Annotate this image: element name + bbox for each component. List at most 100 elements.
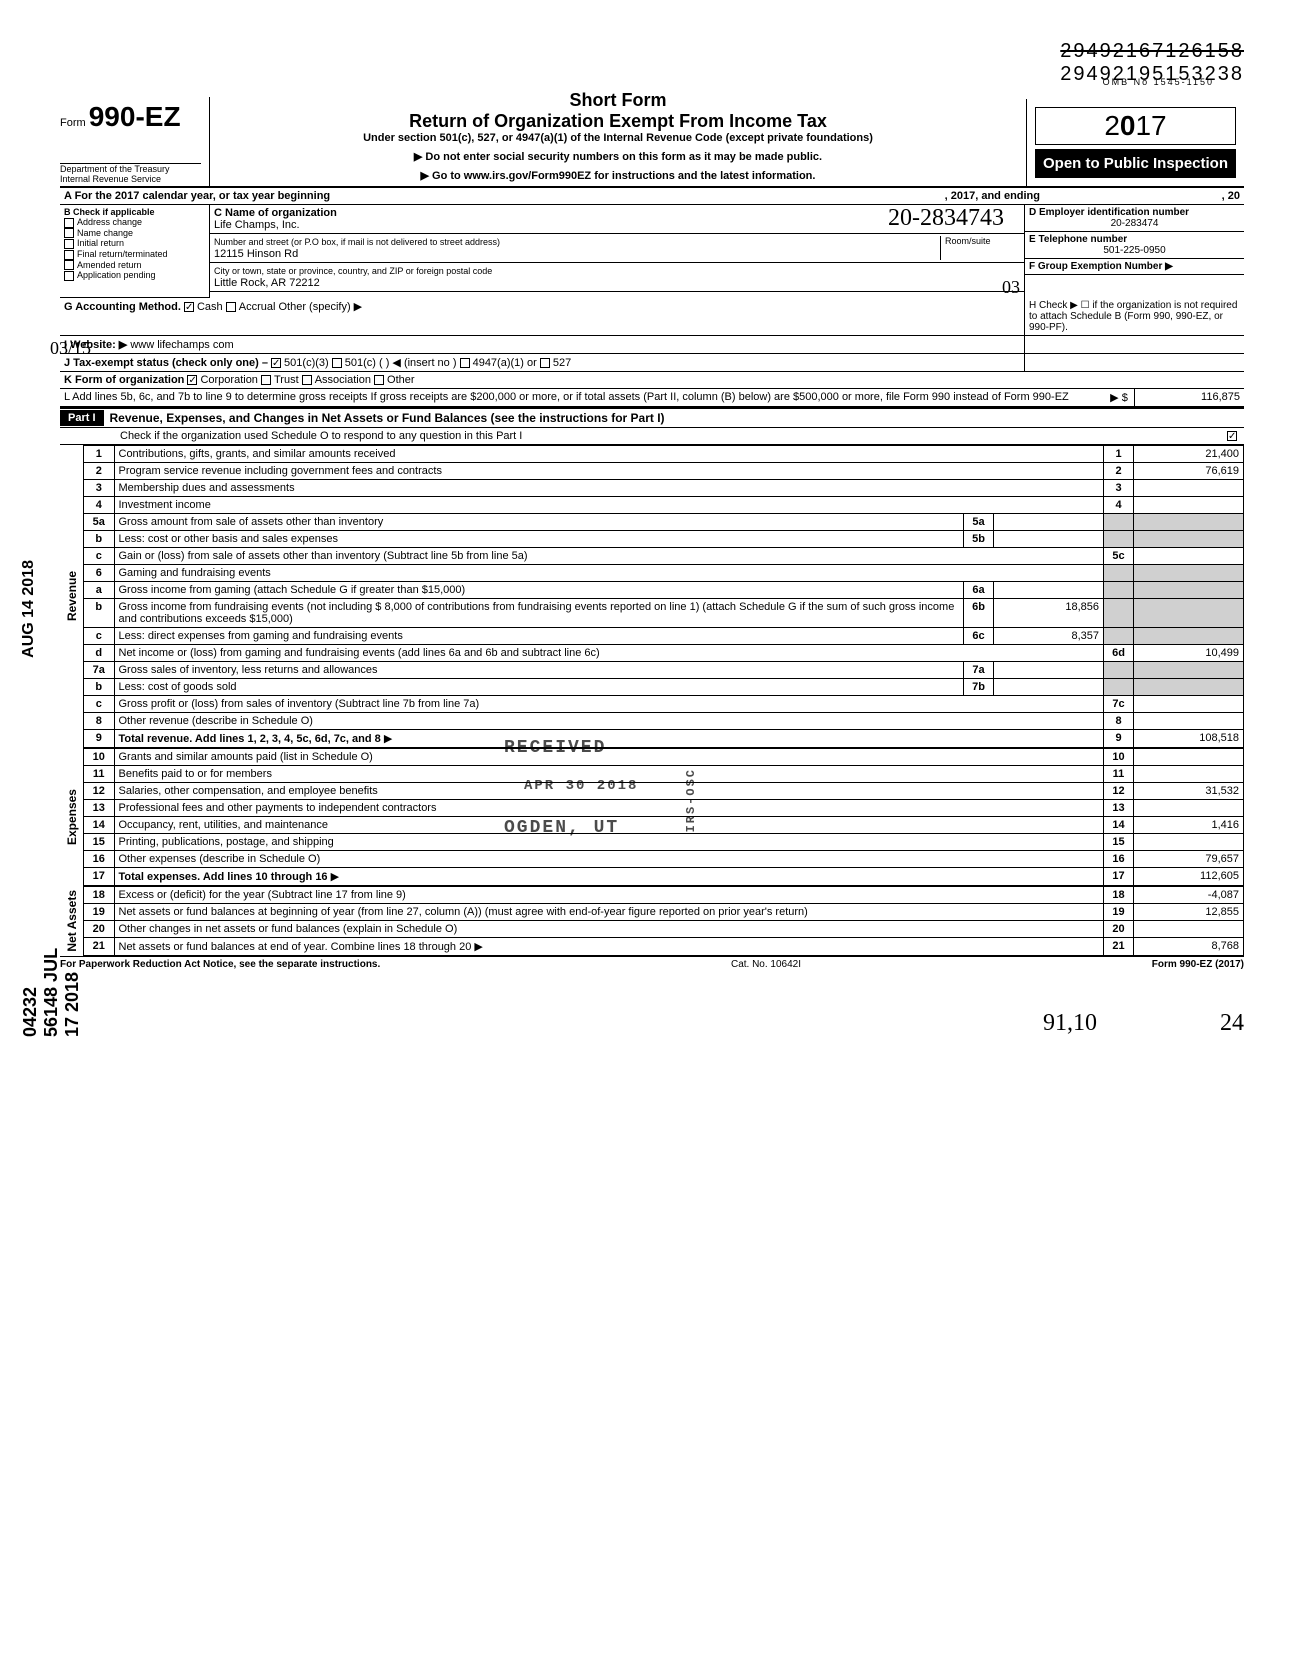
cb-cash[interactable] <box>184 302 194 312</box>
cb-amended[interactable] <box>64 260 74 270</box>
city-label: City or town, state or province, country… <box>214 266 492 276</box>
e-label: E Telephone number <box>1029 234 1127 245</box>
line-17-desc: Total expenses. Add lines 10 through 16 <box>119 871 328 883</box>
cb-501c3[interactable] <box>271 358 281 368</box>
j-4947: 4947(a)(1) or <box>473 357 537 369</box>
line-20-amt <box>1134 921 1244 938</box>
line-17-amt: 112,605 <box>1134 868 1244 886</box>
cb-address-change[interactable] <box>64 218 74 228</box>
room-suite-label: Room/suite <box>940 236 1020 260</box>
main-title: Return of Organization Exempt From Incom… <box>218 111 1018 132</box>
line-6c-desc: Less: direct expenses from gaming and fu… <box>114 628 964 645</box>
line-6c-subamt: 8,357 <box>994 628 1104 645</box>
line-8-desc: Other revenue (describe in Schedule O) <box>114 713 1104 730</box>
bcd-block: B Check if applicable Address change Nam… <box>60 205 1244 298</box>
cb-k-other[interactable] <box>374 375 384 385</box>
line-18-amt: -4,087 <box>1134 887 1244 904</box>
c-label: C Name of organization <box>214 207 337 219</box>
line-18-desc: Excess or (deficit) for the year (Subtra… <box>114 887 1104 904</box>
g-row: G Accounting Method. Cash Accrual Other … <box>60 298 1244 336</box>
website: www lifechamps com <box>130 339 233 351</box>
line-7a-desc: Gross sales of inventory, less returns a… <box>114 662 964 679</box>
line-7c-amt <box>1134 696 1244 713</box>
b-item-5: Application pending <box>77 270 156 280</box>
b-item-2: Initial return <box>77 238 124 248</box>
cb-527[interactable] <box>540 358 550 368</box>
line-5c-desc: Gain or (loss) from sale of assets other… <box>114 548 1104 565</box>
b-item-4: Amended return <box>77 260 142 270</box>
org-name: Life Champs, Inc. <box>214 219 300 231</box>
street-address: 12115 Hinson Rd <box>214 248 298 260</box>
cb-final-return[interactable] <box>64 250 74 260</box>
cb-trust[interactable] <box>261 375 271 385</box>
b-item-0: Address change <box>77 217 142 227</box>
footer-mid: Cat. No. 10642I <box>380 959 1151 970</box>
line-14-amt: 1,416 <box>1134 817 1244 834</box>
revenue-section: Revenue 1Contributions, gifts, grants, a… <box>60 445 1244 748</box>
doc-number-stamp: 04232 56148 JUL 17 2018 <box>20 940 83 1037</box>
line-21-desc: Net assets or fund balances at end of ye… <box>119 941 472 953</box>
g-accrual: Accrual <box>239 301 276 313</box>
f-label: F Group Exemption Number ▶ <box>1029 261 1173 272</box>
line-8-amt <box>1134 713 1244 730</box>
j-501c3: 501(c)(3) <box>284 357 329 369</box>
line-12-amt: 31,532 <box>1134 783 1244 800</box>
cb-corp[interactable] <box>187 375 197 385</box>
hw-bottom-1: 91,10 <box>1043 1010 1097 1036</box>
h-cell: H Check ▶ ☐ if the organization is not r… <box>1024 298 1244 335</box>
line-7c-desc: Gross profit or (loss) from sales of inv… <box>114 696 1104 713</box>
j-insert: ) ◀ (insert no ) <box>386 357 457 369</box>
cb-4947[interactable] <box>460 358 470 368</box>
cb-name-change[interactable] <box>64 228 74 238</box>
cb-accrual[interactable] <box>226 302 236 312</box>
irs-osc-stamp: IRS-OSC <box>684 768 698 832</box>
cb-pending[interactable] <box>64 271 74 281</box>
dln-strike: 29492167126158 <box>60 40 1244 63</box>
line-2-amt: 76,619 <box>1134 463 1244 480</box>
line-a-text: A For the 2017 calendar year, or tax yea… <box>64 190 330 202</box>
expenses-section: Expenses RECEIVED APR 30 2018 OGDEN, UT … <box>60 748 1244 886</box>
g-label: G Accounting Method. <box>64 301 181 313</box>
line-16-desc: Other expenses (describe in Schedule O) <box>114 851 1104 868</box>
dept-line1: Department of the Treasury <box>60 164 201 174</box>
expenses-tab: Expenses <box>65 789 79 845</box>
b-item-1: Name change <box>77 228 133 238</box>
hand-03-15: 03/15 <box>50 338 91 359</box>
cb-initial-return[interactable] <box>64 239 74 249</box>
subtitle: Under section 501(c), 527, or 4947(a)(1)… <box>218 132 1018 144</box>
line-5b-subamt <box>994 531 1104 548</box>
g-cash: Cash <box>197 301 223 313</box>
line-19-desc: Net assets or fund balances at beginning… <box>114 904 1104 921</box>
line-13-desc: Professional fees and other payments to … <box>114 800 1104 817</box>
part1-header-row: Part I Revenue, Expenses, and Changes in… <box>60 407 1244 428</box>
addr-label: Number and street (or P.O box, if mail i… <box>214 237 500 247</box>
line-3-amt <box>1134 480 1244 497</box>
title-cell: Short Form Return of Organization Exempt… <box>210 86 1026 186</box>
b-item-3: Final return/terminated <box>77 249 168 259</box>
line-20-desc: Other changes in net assets or fund bala… <box>114 921 1104 938</box>
k-other: Other <box>387 374 415 386</box>
cb-assoc[interactable] <box>302 375 312 385</box>
line-a-mid: , 2017, and ending <box>945 190 1040 202</box>
netassets-section: Net Assets 18Excess or (deficit) for the… <box>60 886 1244 956</box>
cb-schedule-o[interactable] <box>1227 431 1237 441</box>
k-row: K Form of organization Corporation Trust… <box>60 372 1244 389</box>
instruction-1: ▶ Do not enter social security numbers o… <box>218 150 1018 163</box>
cb-501c[interactable] <box>332 358 342 368</box>
line-6a-desc: Gross income from gaming (attach Schedul… <box>114 582 964 599</box>
part1-check-row: Check if the organization used Schedule … <box>60 428 1244 445</box>
line-9-amt: 108,518 <box>1134 730 1244 748</box>
l-amount: 116,875 <box>1134 389 1244 406</box>
open-public-badge: Open to Public Inspection <box>1035 149 1236 178</box>
phone: 501-225-0950 <box>1029 245 1240 256</box>
line-5c-amt <box>1134 548 1244 565</box>
l-row: L Add lines 5b, 6c, and 7b to line 9 to … <box>60 389 1244 407</box>
line-6-desc: Gaming and fundraising events <box>114 565 1104 582</box>
part1-title: Revenue, Expenses, and Changes in Net As… <box>104 409 671 427</box>
date-stamp-aug: AUG 14 2018 <box>20 560 38 658</box>
line-10-amt <box>1134 749 1244 766</box>
line-19-amt: 12,855 <box>1134 904 1244 921</box>
line-5b-desc: Less: cost or other basis and sales expe… <box>114 531 964 548</box>
line-6d-desc: Net income or (loss) from gaming and fun… <box>114 645 1104 662</box>
footer-right: Form 990-EZ (2017) <box>1152 959 1244 970</box>
